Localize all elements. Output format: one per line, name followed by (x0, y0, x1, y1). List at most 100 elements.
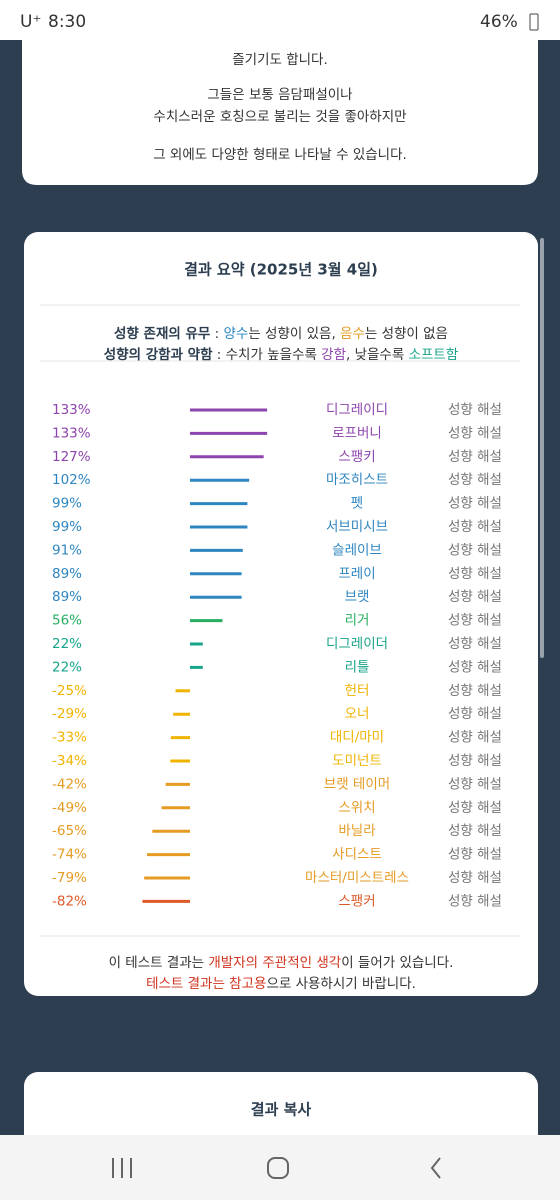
detail-link[interactable]: 성향 해설 (448, 753, 502, 769)
type-name: 펫 (351, 496, 363, 512)
text-segment: 으로 사용하시기 바랍니다. (266, 976, 416, 992)
text-segment: 성향 존재의 유무 (114, 325, 211, 342)
detail-link[interactable]: 성향 해설 (448, 449, 502, 465)
text-segment: 는 성향이 없음 (365, 326, 448, 342)
text-segment: : (210, 326, 223, 342)
status-bar (0, 0, 560, 40)
home-button[interactable] (267, 1157, 289, 1179)
intro-text: 즐기기도 합니다. (232, 52, 328, 68)
clock: 8:30 (48, 12, 86, 32)
text-segment: 음수 (340, 326, 365, 342)
detail-link[interactable]: 성향 해설 (448, 472, 502, 488)
detail-link[interactable]: 성향 해설 (448, 683, 502, 699)
text-segment: 이 테스트 결과는 (109, 955, 209, 971)
intro-text: 그 외에도 다양한 형태로 나타날 수 있습니다. (153, 147, 407, 163)
percent-label: -25% (52, 683, 87, 699)
text-segment: : 수치가 높을수록 (213, 347, 322, 363)
percent-label: -82% (52, 893, 87, 909)
detail-link[interactable]: 성향 해설 (448, 823, 502, 839)
text-segment: 는 성향이 있음, (248, 326, 340, 342)
percent-label: 133% (52, 402, 91, 418)
percent-label: 102% (52, 472, 91, 488)
intro-text: 그들은 보통 음담패설이나 (207, 87, 352, 103)
detail-link[interactable]: 성향 해설 (448, 706, 502, 722)
detail-link[interactable]: 성향 해설 (448, 589, 502, 605)
percent-label: -65% (52, 823, 87, 839)
scrollbar (540, 238, 544, 658)
detail-link[interactable]: 성향 해설 (448, 425, 502, 441)
type-name: 브랫 테이머 (324, 776, 390, 792)
detail-link[interactable]: 성향 해설 (448, 870, 502, 886)
detail-link[interactable]: 성향 해설 (448, 402, 502, 418)
text-segment: 소프트함 (409, 347, 459, 363)
detail-link[interactable]: 성향 해설 (448, 800, 502, 816)
type-name: 스팽키 (338, 449, 375, 465)
text-segment: 개발자의 주관적인 생각 (208, 955, 341, 971)
type-name: 디그레이디 (326, 402, 388, 418)
percent-label: 56% (52, 613, 82, 629)
back-button[interactable] (430, 1157, 441, 1179)
detail-link[interactable]: 성향 해설 (448, 542, 502, 558)
type-name: 리거 (345, 613, 370, 629)
percent-label: -34% (52, 753, 87, 769)
type-name: 도미넌트 (332, 753, 382, 769)
text-segment: 테스트 결과는 참고용 (146, 976, 266, 992)
detail-link[interactable]: 성향 해설 (448, 566, 502, 582)
detail-link[interactable]: 성향 해설 (448, 730, 502, 746)
percent-label: -74% (52, 847, 87, 863)
percent-label: -33% (52, 730, 87, 746)
detail-link[interactable]: 성향 해설 (448, 659, 502, 675)
type-name: 스팽커 (338, 893, 375, 909)
type-name: 마스터/미스트레스 (305, 870, 409, 886)
type-name: 로프버니 (332, 425, 382, 441)
type-name: 스위치 (338, 800, 375, 816)
percent-label: -29% (52, 706, 87, 722)
percent-label: 91% (52, 542, 82, 558)
recents-button[interactable] (112, 1158, 132, 1178)
rich-text: 테스트 결과는 참고용으로 사용하시기 바랍니다. (146, 976, 416, 992)
text-segment: 양수 (224, 326, 249, 342)
battery-level: 46% (480, 12, 518, 32)
type-name: 리틀 (345, 659, 370, 675)
intro-card (22, 40, 538, 185)
nav-bar (0, 1135, 560, 1200)
detail-link[interactable]: 성향 해설 (448, 847, 502, 863)
percent-label: 99% (52, 496, 82, 512)
percent-label: 133% (52, 425, 91, 441)
rich-text: 성향의 강함과 약함 : 수치가 높을수록 강함, 낮을수록 소프트함 (104, 346, 459, 363)
battery-icon (529, 13, 539, 31)
summary-title: 결과 요약 (2025년 3월 4일) (184, 261, 378, 279)
type-name: 슬레이브 (332, 542, 382, 558)
carrier: U⁺ (20, 12, 41, 32)
type-name: 오너 (345, 706, 370, 722)
rich-text: 성향 존재의 유무 : 양수는 성향이 있음, 음수는 성향이 없음 (114, 325, 448, 342)
detail-link[interactable]: 성향 해설 (448, 893, 502, 909)
percent-label: -49% (52, 800, 87, 816)
text-segment: , 낮을수록 (346, 347, 409, 363)
detail-link[interactable]: 성향 해설 (448, 496, 502, 512)
percent-label: 89% (52, 589, 82, 605)
percent-label: 89% (52, 566, 82, 582)
type-name: 대디/마미 (330, 730, 384, 746)
intro-text: 수치스러운 호칭으로 불리는 것을 좋아하지만 (153, 109, 406, 125)
detail-link[interactable]: 성향 해설 (448, 776, 502, 792)
nav-icons (112, 1157, 441, 1179)
type-name: 브랫 (345, 589, 370, 605)
type-name: 바닐라 (338, 823, 376, 839)
detail-link[interactable]: 성향 해설 (448, 519, 502, 535)
type-name: 헌터 (345, 683, 370, 699)
type-name: 사디스트 (332, 847, 382, 863)
text-segment: 강함 (321, 347, 346, 363)
percent-label: -79% (52, 870, 87, 886)
rich-text: 이 테스트 결과는 개발자의 주관적인 생각이 들어가 있습니다. (109, 955, 454, 971)
detail-link[interactable]: 성향 해설 (448, 613, 502, 629)
type-name: 서브미시브 (326, 519, 388, 535)
percent-label: 99% (52, 519, 82, 535)
percent-label: -42% (52, 776, 87, 792)
detail-link[interactable]: 성향 해설 (448, 636, 502, 652)
copy-title: 결과 복사 (251, 1101, 312, 1119)
percent-label: 22% (52, 636, 82, 652)
percent-label: 127% (52, 449, 91, 465)
